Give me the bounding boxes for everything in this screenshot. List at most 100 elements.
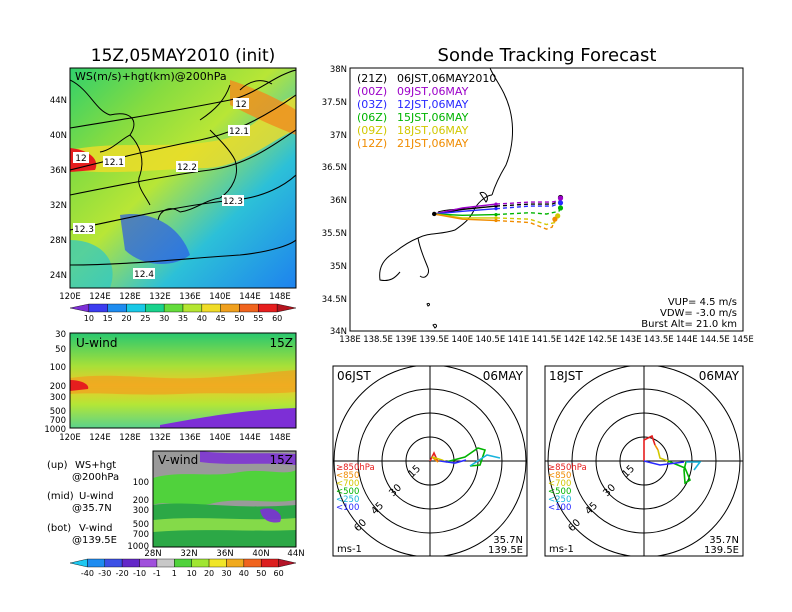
legend-utc: (03Z) xyxy=(357,98,387,111)
lon-tick: 144E xyxy=(676,335,698,345)
colorbar-label: -30 xyxy=(98,569,111,578)
legend-jst: 21JST,06MAY xyxy=(397,137,469,150)
param-vdw: VDW= -3.0 m/s xyxy=(660,308,737,319)
hodo2-date: 06MAY xyxy=(699,369,740,383)
track-legend: (21Z) 06JST,06MAY2010 (00Z) 09JST,06MAY (0… xyxy=(357,72,496,150)
track-params: VUP= 4.5 m/s VDW= -3.0 m/s Burst Alt= 21… xyxy=(641,297,737,330)
p-tick: 500 xyxy=(133,520,149,530)
colorbar-label: 60 xyxy=(274,569,284,578)
contour-label: 12.1 xyxy=(229,127,249,137)
colorbar-label: 40 xyxy=(197,314,207,323)
ws-high-cell xyxy=(230,80,296,135)
lon-tick: 143.5E xyxy=(644,335,674,345)
hodo1-cyan xyxy=(469,454,501,467)
level-label: <250 xyxy=(336,495,359,505)
p-tick: 200 xyxy=(133,496,149,506)
colorbar-label: 30 xyxy=(159,314,169,323)
lon-tick: 142E xyxy=(564,335,586,345)
track-lon-ticks: 138E 138.5E 139E 139.5E 140E 140.5E 141E 141.5E… xyxy=(339,335,754,345)
colorbar-swatch xyxy=(258,303,278,313)
track-map-frame xyxy=(349,67,744,332)
launch-point xyxy=(432,211,437,217)
legend-utc: (12Z) xyxy=(357,137,387,150)
legend-jst: 06JST,06MAY2010 xyxy=(397,72,496,85)
hodo2-lat: 35.7N xyxy=(709,535,739,546)
colorbar-swatch xyxy=(145,303,165,313)
level-label: <500 xyxy=(336,487,359,497)
uwind-frame xyxy=(69,332,297,429)
lon-tick: 140E xyxy=(209,433,231,443)
colorbar-label: 60 xyxy=(272,314,282,323)
vwind-panel xyxy=(153,451,296,547)
hodograph-18jst: 15 30 45 60 18JST 06MAY ms-1 35.7N 139.5… xyxy=(544,365,744,557)
colorbar-swatch xyxy=(139,558,158,568)
colorbar-label: 20 xyxy=(204,569,214,578)
param-vup: VUP= 4.5 m/s xyxy=(668,297,737,308)
note-text: @35.7N xyxy=(72,503,112,514)
colorbar-swatch xyxy=(226,558,245,568)
lon-tick: 138.5E xyxy=(363,335,393,345)
track-descent xyxy=(495,218,556,230)
colorbar-swatch xyxy=(87,558,105,568)
legend-item: (00Z) 09JST,06MAY xyxy=(357,85,469,98)
colorbar-swatch xyxy=(191,558,210,568)
legend-item: (21Z) 06JST,06MAY2010 xyxy=(357,72,496,85)
contour-label: 12.2 xyxy=(177,163,197,173)
hodo2-time: 18JST xyxy=(549,369,583,383)
contour-label: 12.3 xyxy=(74,225,94,235)
lon-tick: 139.5E xyxy=(419,335,449,345)
p-tick: 50 xyxy=(55,345,66,355)
hodo1-unit: ms-1 xyxy=(337,544,362,555)
lon-tick: 143E xyxy=(620,335,642,345)
vwind-pocket xyxy=(260,508,281,523)
hodo1-level-legend: ≥850hPa <850 <700 <500 <250 <100 xyxy=(336,463,375,513)
track-ascent xyxy=(434,213,497,217)
hodo2-blue xyxy=(643,460,685,466)
lat-tick: 34N xyxy=(330,327,347,337)
hodo2-level-legend: ≥850hPa <850 <700 <500 <250 <100 xyxy=(548,463,587,513)
track-lines xyxy=(432,194,564,230)
lat-tick: 24N xyxy=(50,271,67,281)
track-landing-point xyxy=(557,200,564,206)
lat-tick: 28N xyxy=(50,236,67,246)
lon-tick: 140E xyxy=(451,335,473,345)
hodograph-06jst: 15 30 45 60 06JST 06MAY ms-1 35.7N 139.5… xyxy=(332,365,528,557)
uwind-jet-max xyxy=(70,380,89,391)
lat-tick: 40N xyxy=(50,131,67,141)
legend-item: (03Z) 12JST,06MAY xyxy=(357,98,469,111)
contour-label: 12 xyxy=(75,154,86,164)
lat-tick: 44N xyxy=(287,549,304,559)
vwind-northerly xyxy=(200,451,296,465)
legend-utc: (21Z) xyxy=(357,72,387,85)
colorbar-swatch xyxy=(243,558,262,568)
level-label: <500 xyxy=(548,487,571,497)
hodo2-green xyxy=(667,460,692,485)
hodo1-green xyxy=(445,447,487,467)
uwind-time: 15Z xyxy=(270,336,294,350)
colorbar-swatch xyxy=(261,558,279,568)
lat-tick: 35N xyxy=(330,262,347,272)
lon-tick: 142.5E xyxy=(588,335,618,345)
lat-tick: 44N xyxy=(50,96,67,106)
colorbar-swatch xyxy=(69,303,90,313)
p-tick: 100 xyxy=(133,478,149,488)
contour-label: 12.4 xyxy=(134,270,154,280)
vwind-band-3 xyxy=(153,518,296,532)
vwind-band-1 xyxy=(153,470,296,506)
right-title: Sonde Tracking Forecast xyxy=(438,45,657,66)
track-descent xyxy=(495,215,559,226)
track-landing-point xyxy=(552,216,558,222)
colorbar-label: 10 xyxy=(187,569,197,578)
legend-utc: (06Z) xyxy=(357,111,387,124)
track-landing-point xyxy=(557,195,564,201)
hodo1-lon: 139.5E xyxy=(488,545,523,556)
legend-item: (06Z) 15JST,06MAY xyxy=(357,111,469,124)
colorbar-label: 15 xyxy=(103,314,113,323)
lat-tick: 36.5N xyxy=(322,163,347,173)
lon-tick: 141E xyxy=(508,335,530,345)
uwind-easterly xyxy=(160,408,296,428)
colorbar-swatch xyxy=(278,558,297,568)
level-label: <850 xyxy=(336,471,359,481)
ws-lon-ticks: 120E 124E 128E 132E 136E 140E 144E 148E xyxy=(59,292,291,302)
